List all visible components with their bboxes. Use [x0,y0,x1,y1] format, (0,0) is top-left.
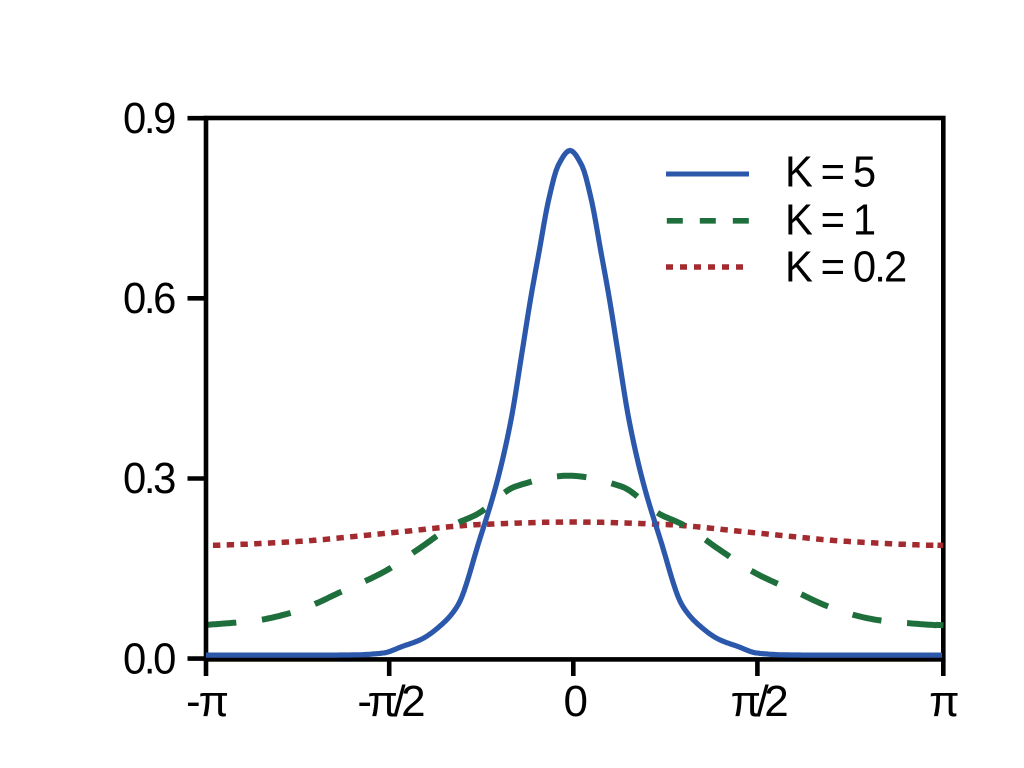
svg-text:-π: -π [186,677,228,726]
svg-text:0.0: 0.0 [123,635,176,684]
svg-text:0: 0 [564,677,587,726]
svg-text:K = 1: K = 1 [785,196,874,245]
svg-text:K = 5: K = 5 [785,148,875,197]
svg-text:π/2: π/2 [731,677,788,726]
svg-text:0.9: 0.9 [123,94,175,143]
svg-text:0.6: 0.6 [123,274,175,323]
svg-text:K = 0.2: K = 0.2 [785,243,905,292]
svg-text:π: π [929,677,958,726]
svg-text:-π/2: -π/2 [357,677,424,726]
svg-text:0.3: 0.3 [123,454,175,503]
